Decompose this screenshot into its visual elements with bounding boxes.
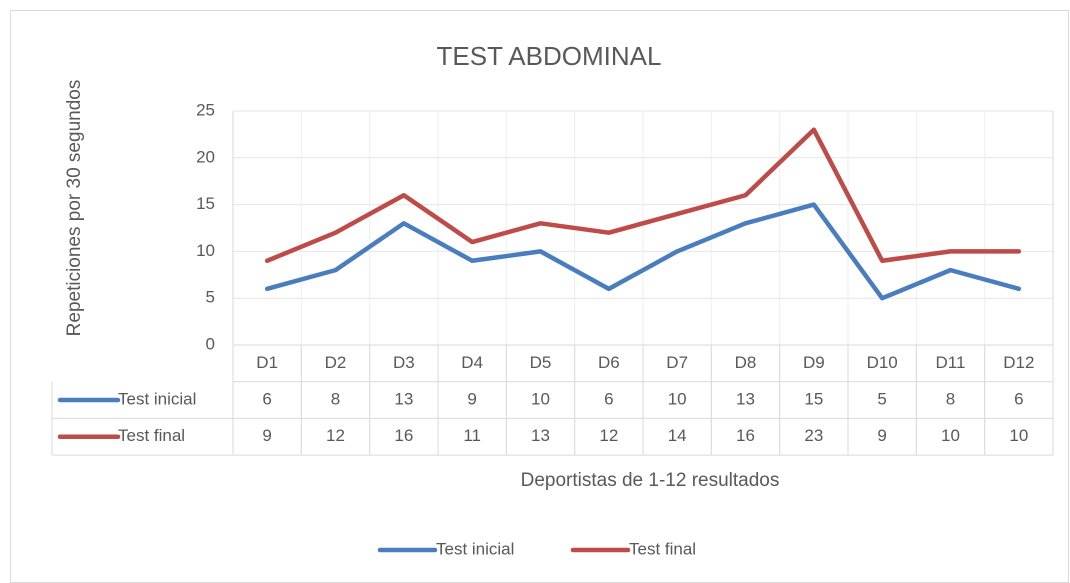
table-value: 9 bbox=[467, 390, 476, 409]
x-axis-label: Deportistas de 1-12 resultados bbox=[521, 470, 780, 491]
y-tick-label: 20 bbox=[196, 147, 215, 166]
x-tick-label: D7 bbox=[666, 353, 688, 372]
y-tick-label: 15 bbox=[196, 194, 215, 213]
table-value: 10 bbox=[668, 390, 687, 409]
x-tick-label: D4 bbox=[461, 353, 483, 372]
x-tick-label: D2 bbox=[325, 353, 347, 372]
table-value: 13 bbox=[736, 390, 755, 409]
x-tick-label: D9 bbox=[803, 353, 825, 372]
table-value: 6 bbox=[262, 390, 271, 409]
legend-label: Test final bbox=[629, 539, 696, 558]
y-tick-label: 0 bbox=[206, 334, 215, 353]
chart-border bbox=[10, 10, 1069, 583]
x-tick-label: D12 bbox=[1003, 353, 1034, 372]
table-value: 6 bbox=[604, 390, 613, 409]
x-tick-label: D3 bbox=[393, 353, 415, 372]
table-row-label: Test inicial bbox=[118, 390, 196, 409]
x-tick-label: D6 bbox=[598, 353, 620, 372]
table-value: 13 bbox=[531, 426, 550, 445]
table-value: 10 bbox=[531, 390, 550, 409]
x-tick-label: D8 bbox=[735, 353, 757, 372]
table-row-label: Test final bbox=[118, 426, 185, 445]
table-value: 9 bbox=[262, 426, 271, 445]
table-value: 16 bbox=[394, 426, 413, 445]
table-value: 8 bbox=[946, 390, 955, 409]
table-value: 10 bbox=[1009, 426, 1028, 445]
table-value: 11 bbox=[463, 426, 481, 445]
table-value: 12 bbox=[599, 426, 618, 445]
table-value: 9 bbox=[877, 426, 886, 445]
table-value: 16 bbox=[736, 426, 755, 445]
table-value: 6 bbox=[1014, 390, 1023, 409]
x-tick-label: D10 bbox=[867, 353, 898, 372]
table-value: 15 bbox=[804, 390, 823, 409]
table-value: 23 bbox=[804, 426, 823, 445]
legend-label: Test inicial bbox=[436, 539, 514, 558]
series-line bbox=[264, 202, 1022, 301]
table-value: 13 bbox=[394, 390, 413, 409]
x-tick-label: D5 bbox=[530, 353, 552, 372]
table-value: 12 bbox=[326, 426, 345, 445]
chart-title: TEST ABDOMINAL bbox=[437, 41, 662, 71]
table-value: 14 bbox=[668, 426, 687, 445]
table-value: 8 bbox=[331, 390, 340, 409]
series-line bbox=[264, 127, 1022, 264]
y-tick-label: 25 bbox=[196, 100, 215, 119]
table-value: 10 bbox=[941, 426, 960, 445]
y-tick-label: 10 bbox=[196, 241, 215, 260]
table-value: 5 bbox=[877, 390, 886, 409]
x-tick-label: D1 bbox=[256, 353, 278, 372]
y-axis-label: Repeticiones por 30 segundos bbox=[64, 80, 85, 337]
x-tick-label: D11 bbox=[936, 353, 966, 372]
y-tick-label: 5 bbox=[206, 288, 215, 307]
